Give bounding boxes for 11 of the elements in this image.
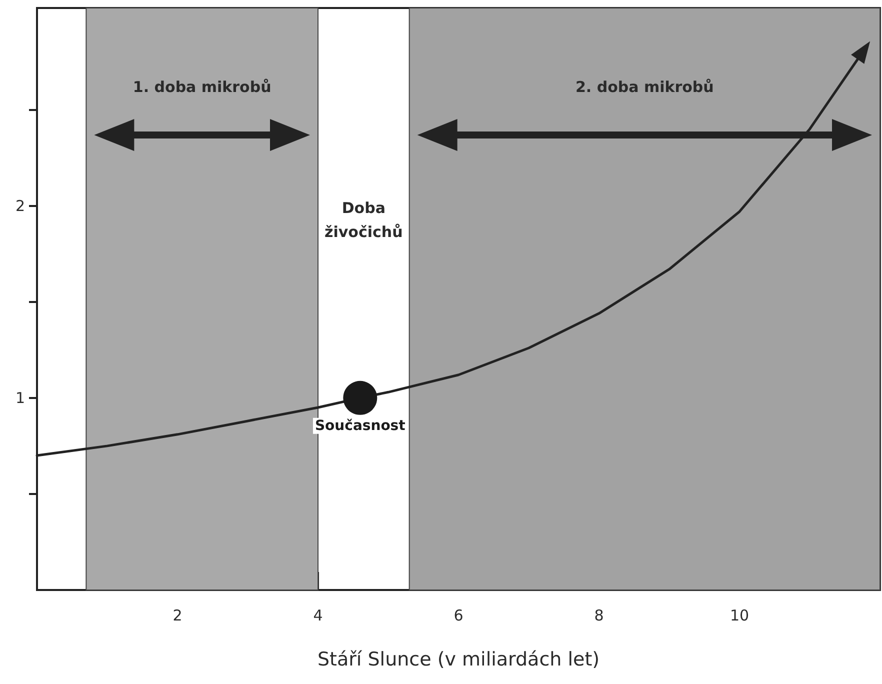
y-tick-label: 1	[15, 388, 25, 407]
x-tick-label: 2	[172, 606, 182, 624]
x-tick-label: 10	[730, 606, 750, 624]
series-label: Současnost	[314, 418, 406, 434]
x-tick-label: 8	[594, 606, 604, 624]
x-tick-label: 4	[313, 606, 323, 624]
x-axis-title: Stáří Slunce (v miliardách let)	[317, 648, 600, 670]
band-label: 2. doba mikrobů	[575, 78, 714, 96]
annotation: Doba živočichů	[324, 199, 403, 241]
band-label: 1. doba mikrobů	[132, 78, 272, 96]
x-tick-label: 6	[454, 606, 464, 624]
